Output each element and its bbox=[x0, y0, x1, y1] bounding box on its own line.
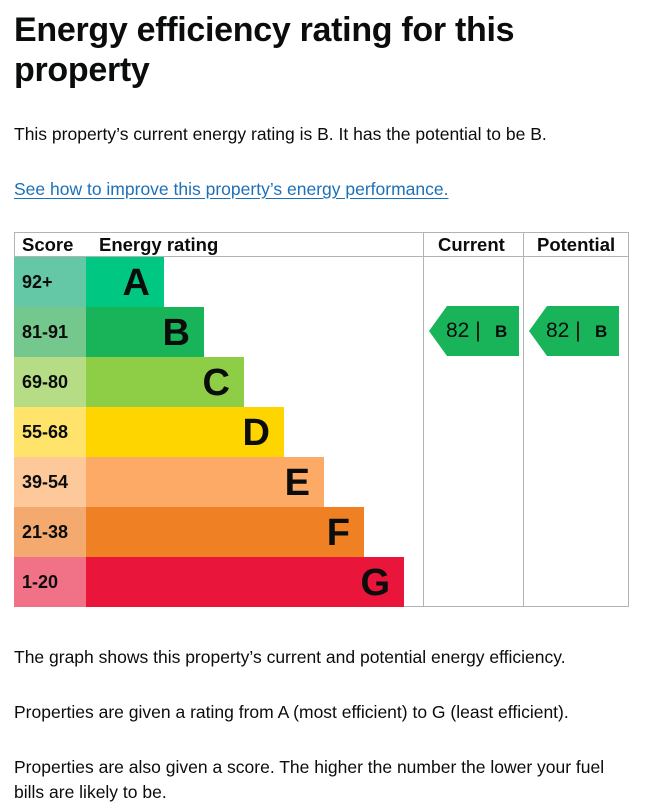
band-letter-c: C bbox=[202, 362, 230, 404]
band-bar-f: F bbox=[86, 507, 364, 557]
band-score-b: 81-91 bbox=[14, 307, 86, 357]
potential-rating-value: 82 | bbox=[546, 319, 581, 342]
band-score-f: 21-38 bbox=[14, 507, 86, 557]
band-bar-e: E bbox=[86, 457, 324, 507]
rating-summary: This property’s current energy rating is… bbox=[14, 124, 547, 144]
band-letter-d: D bbox=[242, 412, 270, 454]
header-energy-rating: Energy rating bbox=[99, 234, 219, 255]
band-bar-a: A bbox=[86, 257, 164, 307]
band-bar-c: C bbox=[86, 357, 244, 407]
band-bar-b: B bbox=[86, 307, 204, 357]
current-arrow-shape bbox=[429, 306, 519, 356]
header-potential: Potential bbox=[537, 234, 616, 255]
score-explanation: Properties are also given a score. The h… bbox=[14, 757, 605, 802]
band-letter-a: A bbox=[122, 262, 150, 304]
header-divider bbox=[14, 256, 629, 257]
band-letter-e: E bbox=[284, 462, 310, 504]
improve-energy-link[interactable]: See how to improve this property’s energ… bbox=[14, 179, 449, 199]
header-score: Score bbox=[22, 234, 74, 255]
potential-rating-grade: B bbox=[595, 322, 608, 341]
band-letter-b: B bbox=[162, 312, 190, 354]
band-score-g: 1-20 bbox=[14, 557, 86, 607]
energy-rating-chart: Score Energy rating Current Potential 92… bbox=[14, 232, 629, 607]
band-score-a: 92+ bbox=[14, 257, 86, 307]
current-rating-value: 82 | bbox=[446, 319, 481, 342]
band-bar-d: D bbox=[86, 407, 284, 457]
current-column-divider bbox=[423, 232, 424, 607]
header-current: Current bbox=[438, 234, 505, 255]
band-letter-f: F bbox=[326, 512, 350, 554]
band-score-c: 69-80 bbox=[14, 357, 86, 407]
current-rating-arrow: 82 | B bbox=[429, 306, 519, 356]
current-rating-grade: B bbox=[495, 322, 508, 341]
band-letter-g: G bbox=[360, 562, 390, 604]
page-title: Energy efficiency rating for this proper… bbox=[14, 11, 515, 89]
potential-column-divider bbox=[523, 232, 524, 607]
band-score-d: 55-68 bbox=[14, 407, 86, 457]
potential-arrow-shape bbox=[529, 306, 619, 356]
potential-rating-arrow: 82 | B bbox=[529, 306, 619, 356]
band-bar-g: G bbox=[86, 557, 404, 607]
band-score-e: 39-54 bbox=[14, 457, 86, 507]
graph-explanation: The graph shows this property’s current … bbox=[14, 647, 566, 667]
rating-explanation: Properties are given a rating from A (mo… bbox=[14, 702, 569, 722]
